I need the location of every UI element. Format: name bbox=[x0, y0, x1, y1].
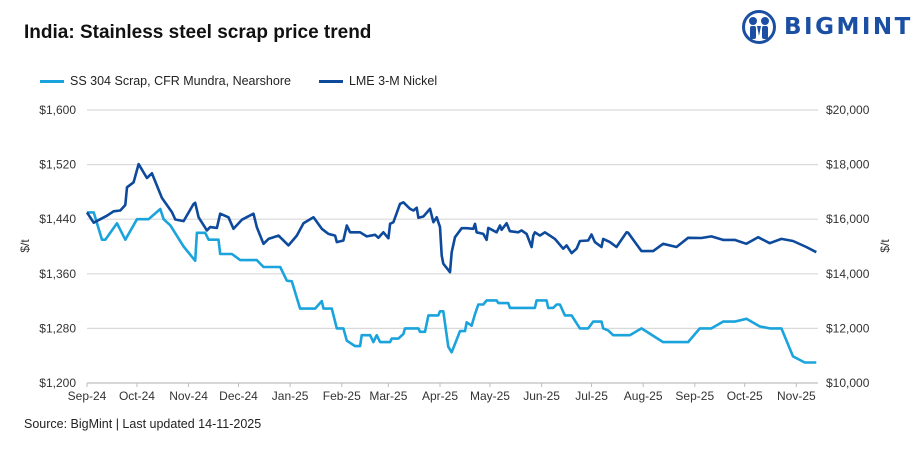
x-tick-label: Jun-25 bbox=[523, 389, 560, 403]
x-tick-label: Dec-24 bbox=[219, 389, 258, 403]
legend-label-nickel: LME 3-M Nickel bbox=[348, 74, 438, 88]
x-tick-label: Feb-25 bbox=[323, 389, 361, 403]
legend-swatch-nickel bbox=[318, 79, 343, 83]
chart-title: India: Stainless steel scrap price trend bbox=[24, 22, 372, 43]
bigmint-logo-icon bbox=[742, 10, 776, 44]
x-tick-label: Jul-25 bbox=[575, 389, 608, 403]
y-axis-label-left: $/t bbox=[18, 239, 32, 253]
source-note: Source: BigMint | Last updated 14-11-202… bbox=[24, 417, 262, 431]
y-tick-right: $10,000 bbox=[826, 376, 870, 390]
y-tick-right: $16,000 bbox=[826, 212, 870, 226]
y-tick-right: $18,000 bbox=[826, 158, 870, 172]
x-tick-label: Jan-25 bbox=[272, 389, 309, 403]
series-line-ss304 bbox=[87, 207, 817, 364]
legend: SS 304 Scrap, CFR Mundra, Nearshore LME … bbox=[40, 74, 437, 88]
y-tick-left: $1,360 bbox=[39, 267, 76, 281]
x-tick-label: Apr-25 bbox=[422, 389, 458, 403]
y-tick-left: $1,440 bbox=[39, 212, 76, 226]
y-tick-left: $1,280 bbox=[39, 321, 76, 335]
series-line-nickel bbox=[85, 162, 817, 274]
legend-item-nickel: LME 3-M Nickel bbox=[318, 74, 438, 88]
y-axis-label-right: $/t bbox=[878, 239, 892, 253]
logo-text: BIGMINT bbox=[784, 14, 912, 40]
x-tick-label: Sep-24 bbox=[68, 389, 107, 403]
y-tick-right: $14,000 bbox=[826, 267, 870, 281]
x-tick-label: Oct-24 bbox=[119, 389, 155, 403]
legend-item-ss304: SS 304 Scrap, CFR Mundra, Nearshore bbox=[40, 74, 291, 88]
x-tick-label: Nov-24 bbox=[169, 389, 208, 403]
x-tick-label: Sep-25 bbox=[675, 389, 714, 403]
bigmint-logo: BIGMINT bbox=[742, 10, 912, 44]
x-tick-label: Aug-25 bbox=[624, 389, 663, 403]
legend-swatch-ss304 bbox=[40, 79, 64, 83]
x-tick-label: Oct-25 bbox=[727, 389, 763, 403]
y-tick-right: $12,000 bbox=[826, 321, 870, 335]
x-tick-label: May-25 bbox=[470, 389, 510, 403]
legend-label-ss304: SS 304 Scrap, CFR Mundra, Nearshore bbox=[70, 74, 291, 88]
x-tick-label: Mar-25 bbox=[369, 389, 407, 403]
y-tick-left: $1,520 bbox=[39, 158, 76, 172]
y-tick-left: $1,200 bbox=[39, 376, 76, 390]
y-tick-right: $20,000 bbox=[826, 103, 870, 117]
x-tick-label: Nov-25 bbox=[777, 389, 816, 403]
y-tick-left: $1,600 bbox=[39, 103, 76, 117]
